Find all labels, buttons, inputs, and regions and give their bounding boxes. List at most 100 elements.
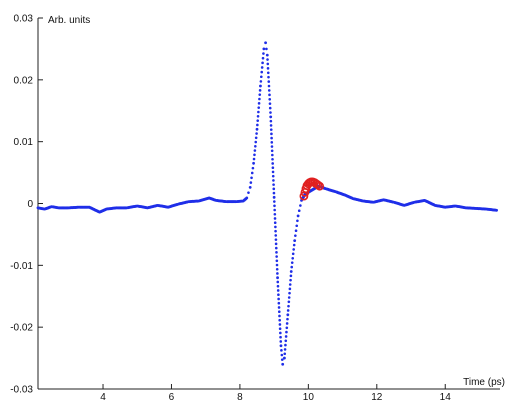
trace-dot <box>289 278 292 282</box>
trace-dot <box>285 330 288 334</box>
trace-dot <box>271 174 275 178</box>
trace-dot <box>274 246 278 250</box>
data-point <box>293 239 297 243</box>
trace-dot <box>294 234 297 237</box>
trace-dot <box>268 97 272 101</box>
trace-dot <box>291 256 295 260</box>
trace-dot <box>266 71 270 75</box>
x-tick-label: 10 <box>303 392 315 403</box>
trace-dot <box>278 327 282 331</box>
trace-dot <box>256 119 260 122</box>
trace-dot <box>250 171 254 175</box>
trace-dot <box>267 84 271 88</box>
y-tick-label: -0.03 <box>10 385 33 396</box>
trace-dot <box>280 353 284 357</box>
trace-dot <box>266 62 270 66</box>
trace-dot <box>268 106 272 110</box>
trace-dot <box>271 170 275 174</box>
trace-dot <box>284 335 288 338</box>
y-tick-label: 0 <box>27 199 33 210</box>
trace-dot <box>290 265 294 269</box>
data-point <box>279 344 283 348</box>
data-point <box>262 47 266 51</box>
trace-dot <box>253 149 257 152</box>
data-point <box>272 195 276 199</box>
trace-dot <box>260 66 264 69</box>
trace-dot <box>277 310 281 314</box>
y-tick-label: -0.01 <box>10 261 33 272</box>
axes-layer: Arb. units Time (ps) <box>37 15 505 390</box>
trace-dot <box>266 67 270 70</box>
trace-dot <box>273 221 277 224</box>
trace-dot <box>260 75 263 79</box>
trace-dot <box>288 287 292 291</box>
trace-dot <box>262 52 265 55</box>
trace-dot <box>284 343 287 347</box>
trace-dot <box>257 102 261 105</box>
trace-dot <box>288 283 292 286</box>
data-point <box>259 84 262 88</box>
data-point <box>281 362 285 366</box>
trace-dot <box>276 284 280 288</box>
trace-dot <box>290 261 294 264</box>
x-tick-label: 14 <box>440 392 452 403</box>
trace-dot <box>267 75 270 79</box>
trace-dot <box>286 317 289 321</box>
trace-dot <box>296 219 299 223</box>
data-point <box>265 53 269 57</box>
trace-dot <box>275 259 279 263</box>
series-layer <box>36 41 498 366</box>
trace-dot <box>275 255 278 258</box>
trace-dot <box>267 80 271 83</box>
trace-dot <box>276 280 280 284</box>
x-tick-label: 6 <box>169 392 175 403</box>
trace-dot <box>271 166 275 169</box>
trace-dot <box>278 314 281 318</box>
trace-dot <box>283 352 287 356</box>
data-point <box>495 208 498 212</box>
trace-dot <box>286 309 290 312</box>
trace-dot <box>275 267 279 271</box>
trace-dot <box>280 358 284 361</box>
trace-dot <box>270 141 274 144</box>
series-highlight <box>299 177 325 201</box>
trace-dot <box>265 47 268 51</box>
trace-dot <box>261 56 265 60</box>
trace-dot <box>274 238 278 241</box>
data-point <box>269 115 273 119</box>
trace-dot <box>272 187 276 191</box>
trace-dot <box>255 132 258 135</box>
trace-dot <box>270 132 273 136</box>
trace-dot <box>287 300 291 304</box>
data-point <box>296 214 300 218</box>
trace-dot <box>280 349 283 352</box>
x-tick-label: 12 <box>371 392 383 403</box>
trace-dot <box>258 93 262 96</box>
trace-dot <box>269 124 273 127</box>
trace-dot <box>279 340 283 343</box>
trace-dot <box>288 291 291 295</box>
trace-dot <box>284 339 288 343</box>
data-point <box>289 270 293 273</box>
trace-dot <box>254 136 258 140</box>
trace-dot <box>287 296 291 299</box>
trace-dot <box>256 123 259 127</box>
data-point <box>255 127 259 131</box>
trace-dot <box>291 252 295 256</box>
series-main <box>36 41 498 366</box>
trace-dot <box>254 145 257 148</box>
data-point <box>276 276 279 280</box>
data-point <box>252 161 256 165</box>
trace-dot <box>278 318 281 322</box>
trace-dot <box>260 70 264 74</box>
trace-dot <box>292 248 295 251</box>
x-tick-label: 4 <box>100 392 106 403</box>
trace-dot <box>292 243 296 247</box>
y-tick-label: 0.01 <box>14 137 34 148</box>
trace-dot <box>257 106 261 109</box>
trace-dot <box>275 251 278 254</box>
y-tick-label: -0.02 <box>10 323 33 334</box>
trace-dot <box>294 229 298 233</box>
data-point <box>283 356 286 360</box>
